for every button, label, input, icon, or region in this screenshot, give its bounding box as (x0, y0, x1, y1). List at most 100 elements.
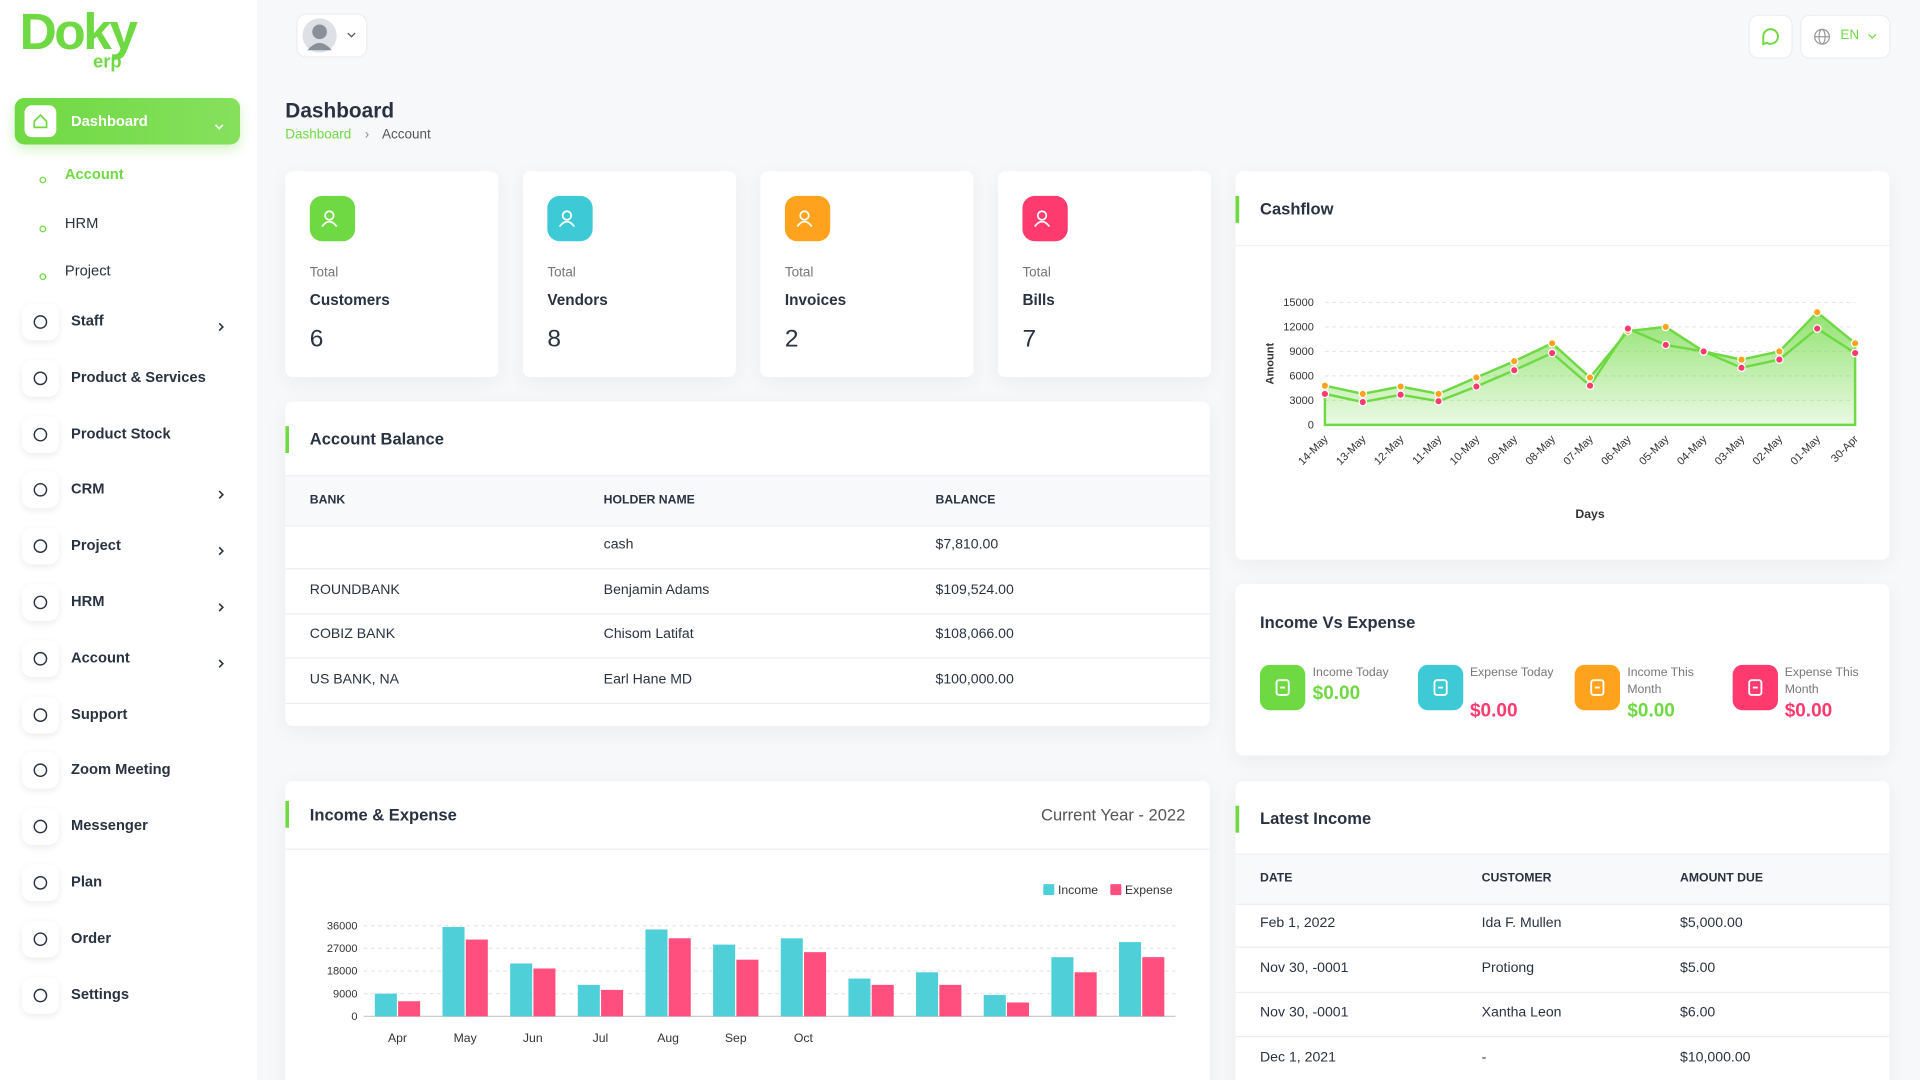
stat-prefix: Total (1022, 265, 1051, 281)
menu-item[interactable]: Product Stock (15, 415, 240, 453)
accent (1235, 195, 1240, 223)
logo-name: Doky (19, 2, 138, 61)
bar (533, 968, 556, 1017)
chevron (217, 654, 227, 668)
glyph (214, 124, 224, 130)
legend-swatch (1110, 884, 1122, 896)
caret (347, 32, 356, 38)
x-tick-label: 10-May (1448, 433, 1483, 468)
summary-value: $0.00 (1784, 700, 1833, 722)
breadcrumb-link[interactable]: Dashboard (285, 127, 352, 143)
chevron (217, 485, 227, 500)
bar (916, 972, 939, 1017)
legend-swatch (1043, 884, 1055, 896)
glyph (218, 322, 224, 332)
table-cell: - (1481, 1050, 1487, 1065)
menu-item[interactable]: Messenger (15, 808, 240, 846)
bar (398, 1001, 421, 1017)
table-cell: Earl Hane MD (603, 671, 693, 687)
marker (1623, 324, 1633, 333)
x-tick-label: 09-May (1486, 433, 1521, 468)
marker (1737, 363, 1746, 373)
column-header: HOLDER NAME (603, 493, 695, 507)
icon-glyph (558, 210, 575, 228)
menu-label: Settings (71, 985, 129, 1003)
bar (983, 994, 1006, 1017)
menu-item[interactable]: Plan (15, 864, 240, 902)
submenu-item[interactable]: Account (64, 165, 124, 183)
summary-icon (1260, 664, 1306, 711)
glyph (33, 595, 48, 610)
y-tick-label: 15000 (1283, 297, 1314, 309)
menu-item[interactable]: Project (15, 527, 240, 565)
glyph (321, 220, 338, 228)
stat-label: Bills (1022, 291, 1055, 309)
accent (285, 800, 289, 828)
menu-icon (22, 696, 59, 733)
user-menu[interactable] (296, 13, 368, 58)
marker (1472, 373, 1481, 382)
table-cell: $100,000.00 (935, 671, 1014, 687)
table-row-border (1235, 991, 1890, 993)
x-tick-label: 30-Apr (1829, 433, 1861, 465)
menu-item-active[interactable]: Dashboard (14, 97, 240, 145)
icon-glyph (33, 988, 48, 1002)
chart: 0 3000 6000 9000 12000 15000 14-May 13-May 12-Ma… (1264, 297, 1861, 521)
marker (1775, 355, 1784, 364)
glyph (558, 220, 575, 228)
icon-glyph (321, 210, 338, 228)
icon-glyph (33, 876, 48, 890)
menu-item[interactable]: Product & Services (15, 359, 240, 397)
caret (1868, 33, 1877, 39)
x-tick-label: 14-May (1296, 433, 1331, 468)
menu-item[interactable]: HRM (15, 584, 240, 621)
submenu-item[interactable]: HRM (64, 213, 99, 231)
stat-card: Total Bills 7 (997, 171, 1212, 378)
card-title: Income Vs Expense (1260, 613, 1416, 632)
icon-glyph (33, 763, 48, 778)
y-tick-label: 9000 (1289, 346, 1314, 358)
x-tick-label: 12-May (1372, 433, 1407, 468)
menu-item[interactable]: CRM (15, 471, 240, 509)
table-row-border (285, 568, 1210, 570)
marker (1585, 373, 1595, 382)
menu-icon (22, 640, 59, 677)
table-header-row (285, 475, 1210, 527)
x-tick-label: 02-May (1751, 433, 1786, 468)
icon-glyph (1590, 679, 1605, 696)
icon-glyph (1432, 679, 1448, 696)
glyph (1590, 679, 1605, 696)
stat-icon (547, 195, 593, 242)
chart: 0 9000 18000 27000 36000 Apr May Jun Jul Aug Sep Oc… (327, 883, 1176, 1045)
table-cell: $109,524.00 (935, 582, 1014, 597)
menu-item[interactable]: Zoom Meeting (15, 752, 240, 790)
menu-icon (22, 864, 59, 902)
bar (510, 963, 533, 1017)
menu-item[interactable]: Settings (15, 976, 240, 1014)
menu-item[interactable]: Support (15, 696, 240, 733)
glyph (39, 273, 47, 281)
stat-prefix: Total (309, 265, 339, 281)
glyph (33, 483, 48, 498)
page-title: Dashboard (285, 99, 395, 123)
table-cell: $10,000.00 (1680, 1050, 1751, 1065)
menu-item[interactable]: Staff (15, 303, 240, 341)
menu-label: Support (71, 704, 128, 722)
language-button[interactable]: EN (1800, 14, 1891, 59)
glyph (218, 490, 224, 500)
menu-item[interactable]: Account (15, 640, 240, 677)
income-expense-card: Income & Expense Current Year - 2022 0 90… (285, 781, 1210, 1080)
bar (939, 984, 962, 1017)
table-row-border (285, 657, 1210, 659)
notification-button[interactable] (1748, 14, 1793, 59)
stat-icon (309, 195, 356, 242)
x-tick-label: Apr (388, 1031, 407, 1045)
bar (668, 938, 691, 1017)
menu-item[interactable]: Order (15, 920, 240, 958)
breadcrumb-separator: › (364, 127, 370, 143)
marker (1320, 381, 1330, 391)
submenu-item[interactable]: Project (64, 262, 111, 280)
bar (871, 984, 894, 1017)
stat-label: Customers (309, 291, 390, 309)
summary-label: Expense Today (1470, 666, 1554, 680)
